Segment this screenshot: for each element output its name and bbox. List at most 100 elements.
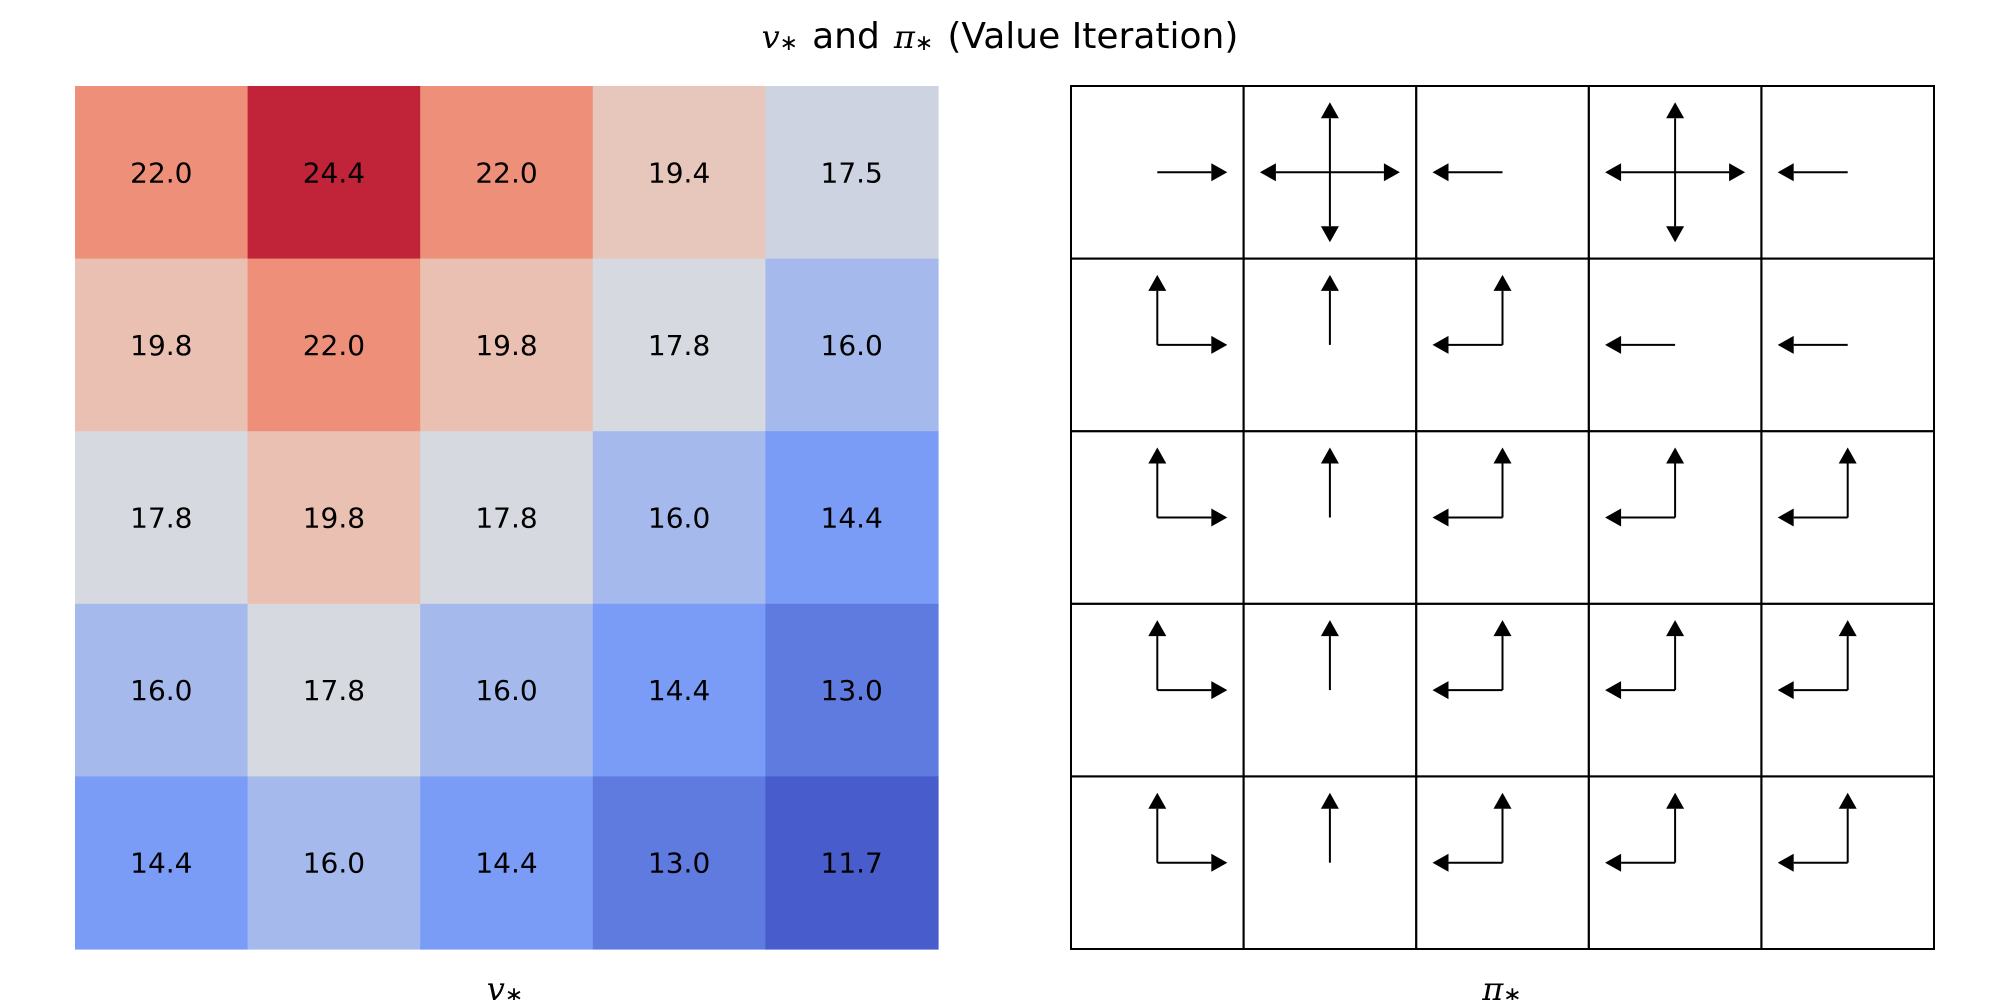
heatmap-cell-label: 17.5 — [821, 156, 883, 189]
heatmap-cell — [592, 86, 766, 260]
arrow-right — [1157, 163, 1228, 182]
heatmap-cell — [75, 258, 249, 432]
heatmap-cell-label: 19.8 — [475, 329, 537, 362]
heatmap-cell — [247, 776, 421, 950]
arrow-down — [1320, 172, 1339, 243]
arrow-up — [1320, 620, 1339, 691]
arrow-left — [1605, 681, 1676, 700]
policy-xlabel-symbol: π — [1481, 970, 1504, 1000]
heatmap-cell-label: 16.0 — [821, 329, 883, 362]
arrow-up — [1148, 274, 1167, 345]
arrow-left — [1605, 853, 1676, 872]
heatmap-cell — [765, 258, 939, 432]
arrow-up — [1666, 447, 1685, 518]
heatmap-cell-label: 17.8 — [648, 329, 710, 362]
title-and: and — [812, 16, 880, 57]
heatmap-cell-label: 13.0 — [821, 674, 883, 707]
arrow-left — [1605, 508, 1676, 527]
arrow-left — [1777, 853, 1848, 872]
heatmap-cell — [420, 86, 594, 260]
heatmap-cell — [765, 776, 939, 950]
arrow-up — [1493, 274, 1512, 345]
arrow-up — [1666, 792, 1685, 863]
heatmap-cell-label: 16.0 — [475, 674, 537, 707]
heatmap-cell-label: 14.4 — [130, 847, 192, 880]
policy-grid — [1070, 85, 1936, 951]
heatmap-cell-label: 22.0 — [475, 156, 537, 189]
arrow-left — [1605, 163, 1676, 182]
arrow-left — [1432, 163, 1503, 182]
arrow-up — [1493, 792, 1512, 863]
arrow-up — [1493, 620, 1512, 691]
arrow-up — [1666, 102, 1685, 173]
heatmap-cell — [247, 258, 421, 432]
heatmap-cell-label: 17.8 — [130, 502, 192, 535]
policy-cell — [1760, 775, 1936, 951]
heatmap-cell — [247, 603, 421, 777]
arrow-up — [1838, 792, 1857, 863]
heatmap-cell — [75, 776, 249, 950]
heatmap-cell — [75, 431, 249, 605]
arrow-right — [1157, 681, 1228, 700]
heatmap-cell — [765, 603, 939, 777]
title-pi-symbol: π — [893, 18, 916, 56]
heatmap-cell — [420, 258, 594, 432]
value-heatmap: 22.0 24.4 22.0 19.4 17.5 19.8 22.0 19.8 17.8 16.0… — [75, 86, 939, 950]
arrow-up — [1320, 447, 1339, 518]
arrow-left — [1605, 335, 1676, 354]
heatmap-cell — [75, 603, 249, 777]
heatmap-cell — [592, 603, 766, 777]
arrow-up — [1838, 620, 1857, 691]
arrow-right — [1157, 335, 1228, 354]
heatmap-cell-label: 24.4 — [303, 156, 365, 189]
heatmap-cell-label: 22.0 — [130, 156, 192, 189]
heatmap-cell-label: 16.0 — [648, 502, 710, 535]
heatmap-cell-label: 14.4 — [821, 502, 883, 535]
arrow-up — [1838, 447, 1857, 518]
heatmap-cell — [247, 431, 421, 605]
arrow-left — [1777, 681, 1848, 700]
arrow-left — [1432, 853, 1503, 872]
heatmap-cell — [420, 776, 594, 950]
arrow-up — [1148, 792, 1167, 863]
arrow-up — [1320, 792, 1339, 863]
heatmap-cell — [420, 431, 594, 605]
heatmap-cell — [592, 258, 766, 432]
heatmap-xlabel-symbol: v — [487, 970, 505, 1000]
arrow-right — [1329, 163, 1400, 182]
arrow-up — [1320, 274, 1339, 345]
figure-title: v∗ and π∗ (Value Iteration) — [762, 16, 1239, 57]
heatmap-cell-label: 19.4 — [648, 156, 710, 189]
heatmap-cell-label: 17.8 — [303, 674, 365, 707]
heatmap-cell — [765, 431, 939, 605]
title-tail: (Value Iteration) — [947, 16, 1238, 57]
arrow-left — [1777, 335, 1848, 354]
heatmap-cell-label: 14.4 — [475, 847, 537, 880]
title-pi-star: ∗ — [915, 31, 933, 56]
arrow-up — [1320, 102, 1339, 173]
title-v-symbol: v — [762, 18, 780, 56]
heatmap-xlabel: v∗ — [487, 970, 524, 1000]
heatmap-cell-label: 19.8 — [303, 502, 365, 535]
heatmap-cell-label: 13.0 — [648, 847, 710, 880]
arrow-down — [1666, 172, 1685, 243]
arrow-left — [1432, 508, 1503, 527]
heatmap-cell-label: 19.8 — [130, 329, 192, 362]
arrow-right — [1157, 853, 1228, 872]
arrow-left — [1259, 163, 1330, 182]
arrow-up — [1493, 447, 1512, 518]
arrow-left — [1432, 681, 1503, 700]
arrow-left — [1777, 163, 1848, 182]
heatmap-cell-label: 17.8 — [475, 502, 537, 535]
heatmap-cell — [765, 86, 939, 260]
policy-xlabel: π∗ — [1481, 970, 1521, 1000]
arrow-right — [1157, 508, 1228, 527]
heatmap-cell-label: 16.0 — [303, 847, 365, 880]
arrow-right — [1675, 163, 1746, 182]
heatmap-cell — [592, 431, 766, 605]
heatmap-cell — [592, 776, 766, 950]
heatmap-cell — [420, 603, 594, 777]
arrow-left — [1777, 508, 1848, 527]
title-v-star: ∗ — [780, 31, 798, 56]
